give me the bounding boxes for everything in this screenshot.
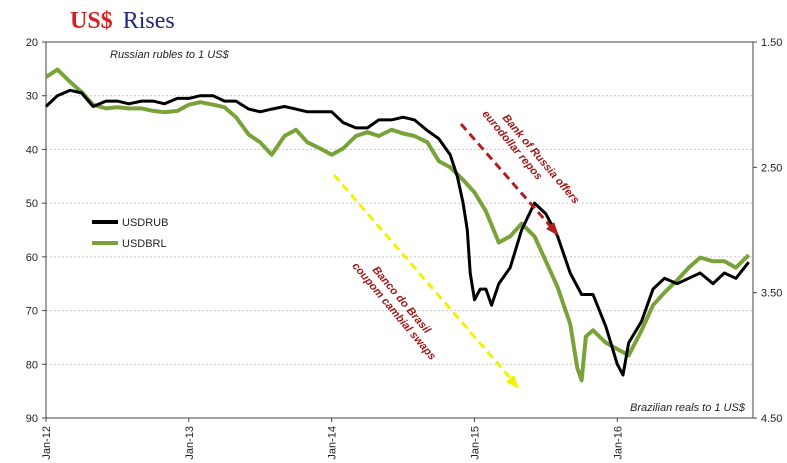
right-tick-label: 4.50: [761, 413, 782, 425]
title-accent: US$: [70, 8, 113, 34]
right-tick-label: 2.50: [761, 162, 782, 174]
series-line-usdrub: [44, 88, 750, 377]
left-tick-label: 20: [26, 37, 38, 49]
yellow-arrow-line: [332, 174, 514, 381]
annotation-text-russia: Bank of Russia offerseurodollar repos: [479, 100, 581, 215]
right-axis: 1.50 2.50 3.50 4.50: [753, 37, 782, 425]
legend: USDRUB USDBRL: [92, 217, 168, 250]
x-axis: Jan-12 Jan-13 Jan-14 Jan-15 Jan-16: [41, 418, 624, 460]
gridlines: [46, 95, 753, 365]
chart-title: US$ Rises: [70, 8, 175, 34]
x-tick-label: Jan-15: [469, 426, 481, 460]
right-axis-label: Brazilian reals to 1 US$: [630, 402, 746, 414]
plot-frame: [45, 41, 754, 419]
annotation-bank-of-russia: Bank of Russia offerseurodollar repos: [459, 100, 581, 236]
x-tick-label: Jan-14: [327, 426, 339, 460]
left-tick-label: 60: [26, 252, 38, 264]
left-axis-label: Russian rubles to 1 US$: [110, 49, 229, 61]
left-tick-label: 30: [26, 91, 38, 103]
title-rest: Rises: [123, 8, 175, 34]
left-tick-label: 80: [26, 359, 38, 371]
legend-label-usdbrl: USDBRL: [122, 238, 167, 250]
annotation-text-brasil: Banco do Brasilcoupom cambial swaps: [349, 252, 448, 363]
left-axis: 20 30 40 50 60 70 80 90: [26, 37, 46, 425]
left-tick-label: 90: [26, 413, 38, 425]
x-tick-label: Jan-16: [612, 426, 624, 460]
series-layer: [44, 67, 751, 383]
x-tick-label: Jan-12: [41, 426, 53, 460]
left-tick-label: 70: [26, 306, 38, 318]
x-tick-label: Jan-13: [184, 426, 196, 460]
legend-label-usdrub: USDRUB: [122, 217, 168, 229]
red-arrow-line: [459, 123, 554, 229]
right-tick-label: 1.50: [761, 37, 782, 49]
yellow-arrow-head: [506, 375, 519, 389]
left-tick-label: 40: [26, 144, 38, 156]
red-arrow-head: [546, 222, 559, 236]
annotation-banco-do-brasil: Banco do Brasilcoupom cambial swaps: [332, 174, 519, 389]
left-tick-label: 50: [26, 198, 38, 210]
right-tick-label: 3.50: [761, 288, 782, 300]
